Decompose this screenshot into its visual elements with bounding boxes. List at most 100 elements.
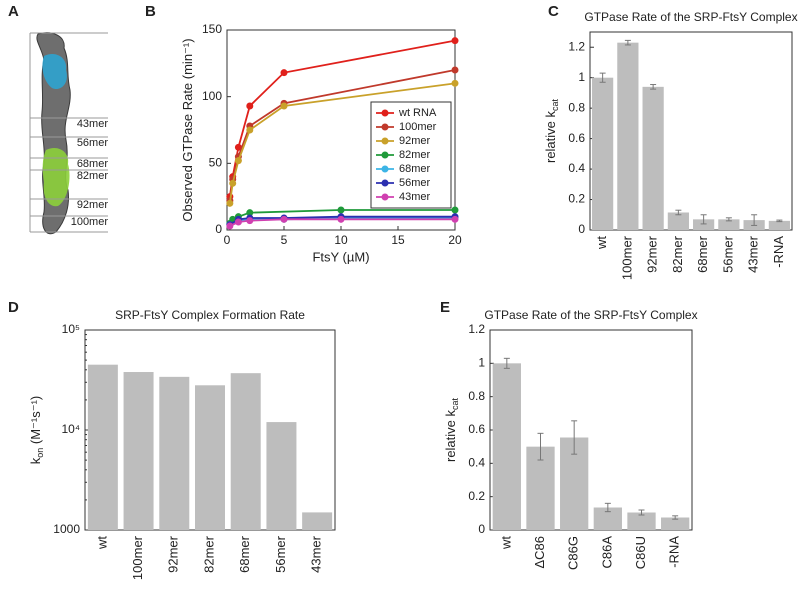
y-tick-label: 0.2 xyxy=(468,489,485,503)
chart: E GTPase Rate of the SRP-FtsY Complex 0 0.2… xyxy=(440,299,698,570)
x-tick-label: 100mer xyxy=(619,235,634,280)
data-point xyxy=(246,126,254,134)
y-tick-label: 0.8 xyxy=(468,389,485,403)
cut-label: 56mer xyxy=(77,137,109,149)
y-tick-label: 1.2 xyxy=(468,322,485,336)
bar xyxy=(123,372,154,530)
bar xyxy=(718,219,740,230)
x-tick-label: 0 xyxy=(224,233,231,247)
data-point xyxy=(451,37,459,45)
data-point xyxy=(337,215,345,223)
y-tick-label: 0.8 xyxy=(568,100,585,114)
y-axis-label-rest: (M⁻¹s⁻¹) xyxy=(28,396,43,448)
y-tick-label: 0.2 xyxy=(568,192,585,206)
bar xyxy=(195,385,225,530)
x-tick-label: wt xyxy=(94,536,109,550)
data-point xyxy=(280,102,288,110)
y-axis-label: Observed GTPase Rate (min⁻¹) xyxy=(180,38,195,221)
y-tick-label: 0 xyxy=(215,222,222,236)
y-tick-label: 0.4 xyxy=(468,456,485,470)
plot-frame xyxy=(589,31,793,231)
x-tick-label: -RNA xyxy=(667,536,682,568)
x-tick-label: C86U xyxy=(633,536,648,569)
bar xyxy=(768,220,790,230)
y-tick-label: 10⁴ xyxy=(61,422,80,436)
legend-label: 43mer xyxy=(399,191,431,203)
y-axis-label-sub: cat xyxy=(450,397,460,410)
y-axis-label-main: relative k xyxy=(543,111,558,164)
cut-label: 43mer xyxy=(77,118,109,130)
bar xyxy=(592,77,614,230)
bar xyxy=(617,42,639,231)
y-tick-label: 10⁵ xyxy=(62,322,80,336)
legend-marker xyxy=(381,109,389,117)
x-tick-label: C86A xyxy=(599,536,614,569)
legend-marker xyxy=(381,165,389,173)
chart-title: GTPase Rate of the SRP-FtsY Complex xyxy=(584,10,797,24)
bar xyxy=(87,364,118,530)
x-tick-label: ΔC86 xyxy=(532,536,547,569)
x-tick-label: 56mer xyxy=(273,535,288,573)
data-point xyxy=(229,179,237,187)
data-point xyxy=(451,79,459,87)
data-point xyxy=(451,66,459,74)
legend-marker xyxy=(381,193,389,201)
bar xyxy=(693,219,715,230)
data-point xyxy=(234,157,242,165)
y-tick-label: 0.6 xyxy=(568,131,585,145)
bar xyxy=(302,512,333,530)
chart-title: GTPase Rate of the SRP-FtsY Complex xyxy=(484,308,697,322)
cut-label: 68mer xyxy=(77,158,109,170)
bar xyxy=(593,507,622,530)
data-point xyxy=(226,222,234,230)
panel-label: C xyxy=(548,3,559,20)
x-tick-label: wt xyxy=(498,536,513,550)
data-point xyxy=(234,218,242,226)
bar xyxy=(642,86,664,230)
data-point xyxy=(246,217,254,225)
x-tick-label: 10 xyxy=(334,233,348,247)
y-tick-label: 50 xyxy=(209,156,223,170)
data-point xyxy=(246,102,254,110)
x-tick-label: 68mer xyxy=(237,535,252,573)
legend-label: 82mer xyxy=(399,149,431,161)
x-tick-label: 68mer xyxy=(695,235,710,273)
y-tick-label: 1 xyxy=(578,70,585,84)
legend-marker xyxy=(381,137,389,145)
y-axis-label-main: k xyxy=(28,457,43,464)
x-tick-label: C86G xyxy=(566,536,581,570)
y-tick-label: 0.4 xyxy=(568,161,585,175)
y-axis-label: kon (M⁻¹s⁻¹) xyxy=(28,396,45,465)
legend-label: wt RNA xyxy=(398,107,437,119)
molecule-region xyxy=(42,147,70,207)
data-point xyxy=(337,206,345,214)
cut-label: 92mer xyxy=(77,199,109,211)
y-tick-label: 0.6 xyxy=(468,422,485,436)
x-tick-label: 5 xyxy=(281,233,288,247)
y-tick-label: 1 xyxy=(478,356,485,370)
y-axis-label-main: relative k xyxy=(443,410,458,463)
x-tick-label: 43mer xyxy=(746,235,761,273)
x-tick-label: wt xyxy=(594,236,609,250)
x-tick-label: 100mer xyxy=(130,535,145,580)
x-tick-label: 82mer xyxy=(201,535,216,573)
x-tick-label: 82mer xyxy=(670,235,685,273)
bar xyxy=(526,446,555,530)
chart-title: SRP-FtsY Complex Formation Rate xyxy=(115,308,305,322)
y-axis-label: relative kcat xyxy=(443,397,460,462)
panel-label: B xyxy=(145,3,156,20)
x-tick-label: 43mer xyxy=(309,535,324,573)
legend-marker xyxy=(381,179,389,187)
x-tick-label: 20 xyxy=(448,233,462,247)
molecule-region xyxy=(42,53,67,90)
bar xyxy=(661,517,690,530)
x-axis-label: FtsY (µM) xyxy=(312,249,369,264)
y-tick-label: 1.2 xyxy=(568,39,585,53)
y-tick-label: 0 xyxy=(578,222,585,236)
y-tick-label: 0 xyxy=(478,522,485,536)
x-tick-label: 56mer xyxy=(720,235,735,273)
x-tick-label: 92mer xyxy=(645,235,660,273)
legend-marker xyxy=(381,123,389,131)
